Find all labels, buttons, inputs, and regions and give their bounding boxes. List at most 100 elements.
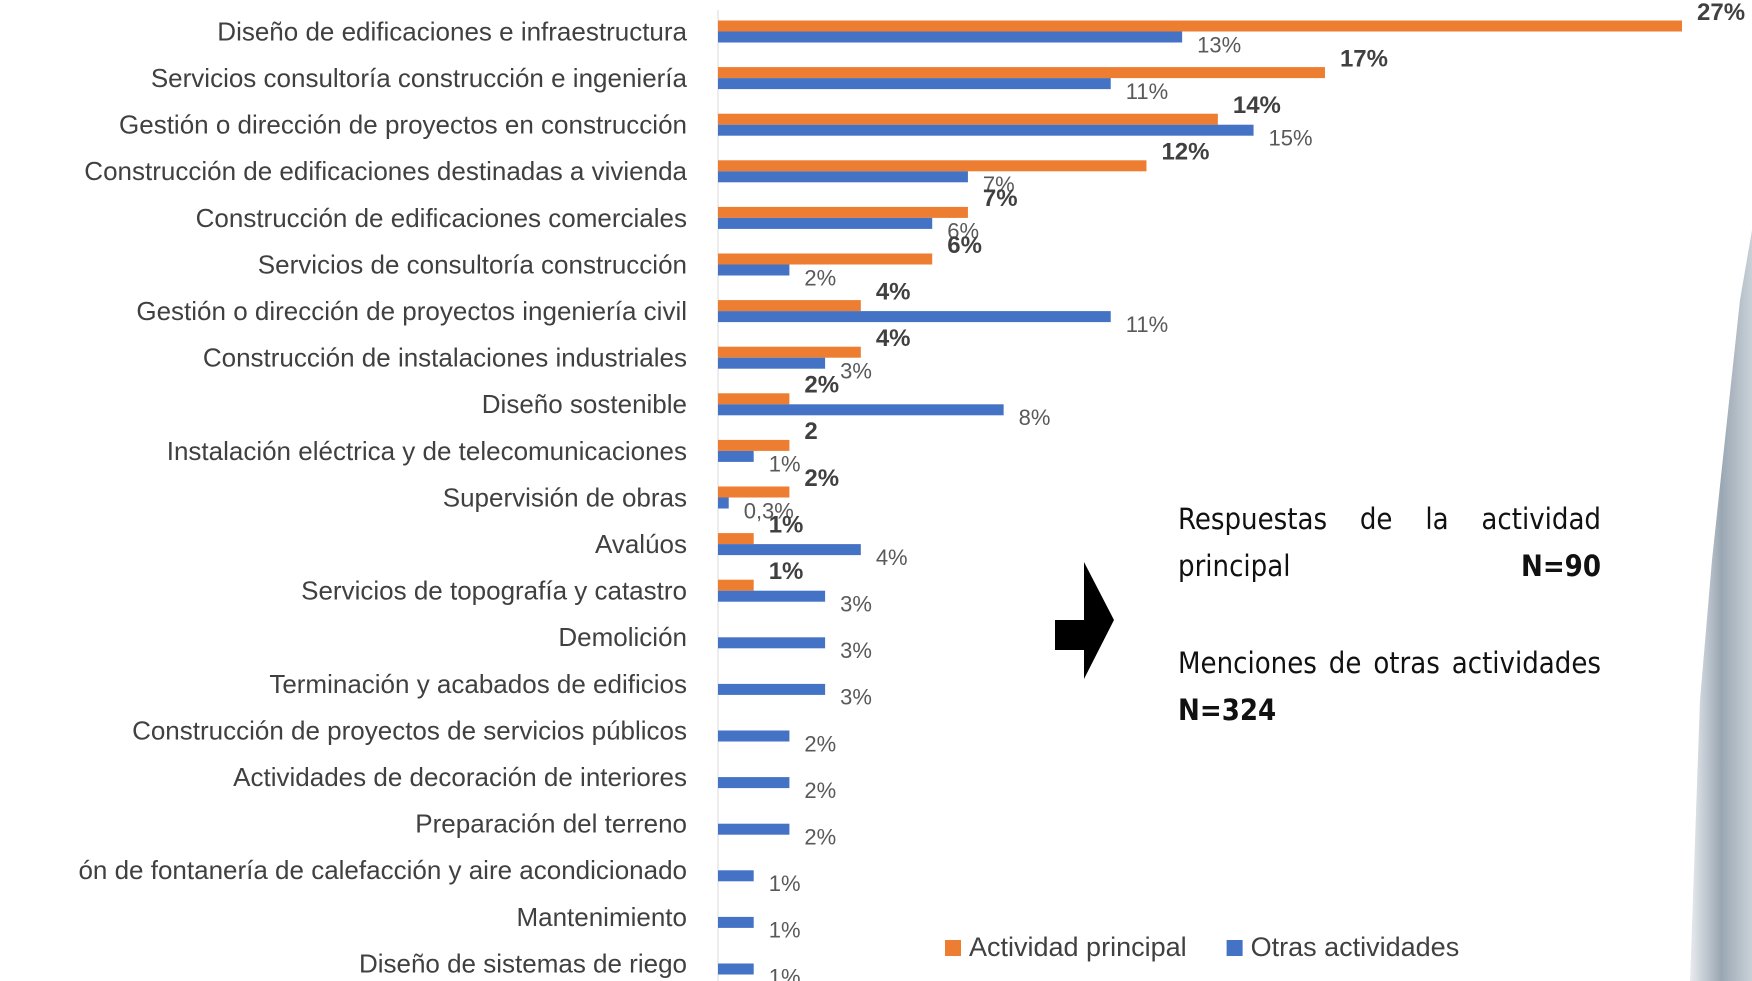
value-label: 6%	[947, 232, 982, 259]
bar	[718, 497, 729, 509]
bar	[718, 439, 790, 451]
annotation-emphasis: N=90	[1520, 549, 1601, 583]
bar	[718, 264, 790, 276]
value-label: 3%	[840, 638, 872, 663]
bar	[718, 300, 861, 312]
value-label: 11%	[1126, 79, 1168, 104]
category-label: Gestión o dirección de proyectos en cons…	[119, 110, 687, 140]
value-label: 2%	[804, 372, 839, 399]
bar	[718, 404, 1004, 416]
bar	[718, 544, 861, 556]
category-label: Avalúos	[595, 529, 687, 559]
value-label: 2%	[804, 778, 836, 803]
bar	[718, 590, 826, 602]
category-label: Servicios consultoría construcción e ing…	[151, 63, 688, 93]
value-label: 7%	[983, 172, 1015, 197]
value-label: 12%	[1161, 139, 1209, 166]
annotation-text: Menciones de otras actividades	[1178, 646, 1601, 680]
bar	[718, 963, 754, 975]
bar	[718, 206, 968, 218]
bar	[718, 870, 754, 882]
value-label: 17%	[1340, 45, 1388, 72]
bar	[718, 78, 1111, 90]
legend-label: Actividad principal	[969, 932, 1187, 962]
value-label: 1%	[769, 452, 801, 477]
value-label: 4%	[876, 325, 911, 352]
category-label: Servicios de topografía y catastro	[301, 576, 687, 606]
value-label: 2%	[804, 825, 836, 850]
bar	[718, 217, 933, 229]
category-label: Construcción de edificaciones destinadas…	[84, 156, 687, 186]
category-label: Instalación eléctrica y de telecomunicac…	[167, 436, 687, 466]
category-label: Diseño sostenible	[482, 389, 687, 419]
legend-swatch	[945, 940, 961, 956]
value-label: 3%	[840, 592, 872, 617]
bar	[718, 171, 968, 183]
value-label: 2%	[804, 731, 836, 756]
annotation-emphasis: N=324	[1178, 693, 1277, 727]
arrow	[1055, 562, 1114, 679]
value-label: 3%	[840, 359, 872, 384]
value-label: 2	[804, 418, 817, 445]
bar	[718, 160, 1147, 172]
bar	[718, 730, 790, 742]
bar	[718, 113, 1218, 125]
bar	[718, 357, 826, 369]
legend-label: Otras actividades	[1251, 932, 1460, 962]
value-label: 6%	[947, 219, 979, 244]
category-label: Supervisión de obras	[443, 482, 687, 512]
annotation-text: Respuestas de la actividad principal	[1178, 502, 1601, 583]
category-label: Construcción de edificaciones comerciale…	[196, 203, 687, 233]
bar	[718, 393, 790, 405]
value-label: 14%	[1233, 92, 1281, 119]
value-label: 1%	[769, 511, 804, 538]
category-label: ón de fontanería de calefacción y aire a…	[78, 855, 687, 885]
bar	[718, 67, 1325, 79]
category-label: Construcción de proyectos de servicios p…	[132, 715, 687, 745]
value-label: 4%	[876, 545, 908, 570]
annotation: Respuestas de la actividad principal N=9…	[1178, 496, 1601, 590]
bar	[718, 486, 790, 498]
bar	[718, 20, 1682, 32]
category-label: Actividades de decoración de interiores	[233, 762, 687, 792]
value-label: 2%	[804, 265, 836, 290]
category-label: Servicios de consultoría construcción	[258, 249, 687, 279]
legend-swatch	[1226, 940, 1243, 956]
category-label: Terminación y acabados de edificios	[269, 669, 687, 699]
bar	[718, 823, 790, 835]
bar	[718, 253, 933, 265]
bar	[718, 124, 1254, 136]
value-label: 1%	[769, 558, 804, 585]
category-label: Construcción de instalaciones industrial…	[203, 343, 687, 373]
value-label: 11%	[1126, 312, 1168, 337]
photo	[1690, 230, 1752, 981]
value-label: 7%	[983, 185, 1018, 212]
bar	[718, 579, 754, 591]
category-label: Demolición	[558, 622, 687, 652]
category-label: Preparación del terreno	[415, 809, 687, 839]
bar	[718, 777, 790, 789]
value-label: 1%	[769, 964, 801, 981]
value-label: 1%	[769, 918, 801, 943]
bar	[718, 683, 826, 695]
annotation: Menciones de otras actividades N=324	[1178, 640, 1601, 734]
value-label: 27%	[1697, 0, 1745, 26]
category-label: Diseño de edificaciones e infraestructur…	[217, 16, 687, 46]
value-label: 8%	[1019, 405, 1051, 430]
category-label: Diseño de sistemas de riego	[359, 948, 687, 978]
bar	[718, 533, 754, 545]
category-label: Mantenimiento	[516, 902, 687, 932]
bar	[718, 346, 861, 358]
value-label: 13%	[1197, 32, 1241, 57]
bar	[718, 31, 1183, 43]
value-label: 4%	[876, 278, 911, 305]
bar	[718, 637, 826, 649]
value-label: 0,3%	[744, 498, 794, 523]
bar	[718, 311, 1111, 323]
bar	[718, 916, 754, 928]
value-label: 3%	[840, 685, 872, 710]
bar	[718, 450, 754, 462]
value-label: 2%	[804, 465, 839, 492]
